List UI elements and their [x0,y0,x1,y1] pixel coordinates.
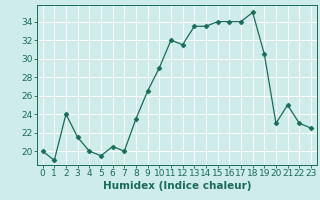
X-axis label: Humidex (Indice chaleur): Humidex (Indice chaleur) [102,181,251,191]
